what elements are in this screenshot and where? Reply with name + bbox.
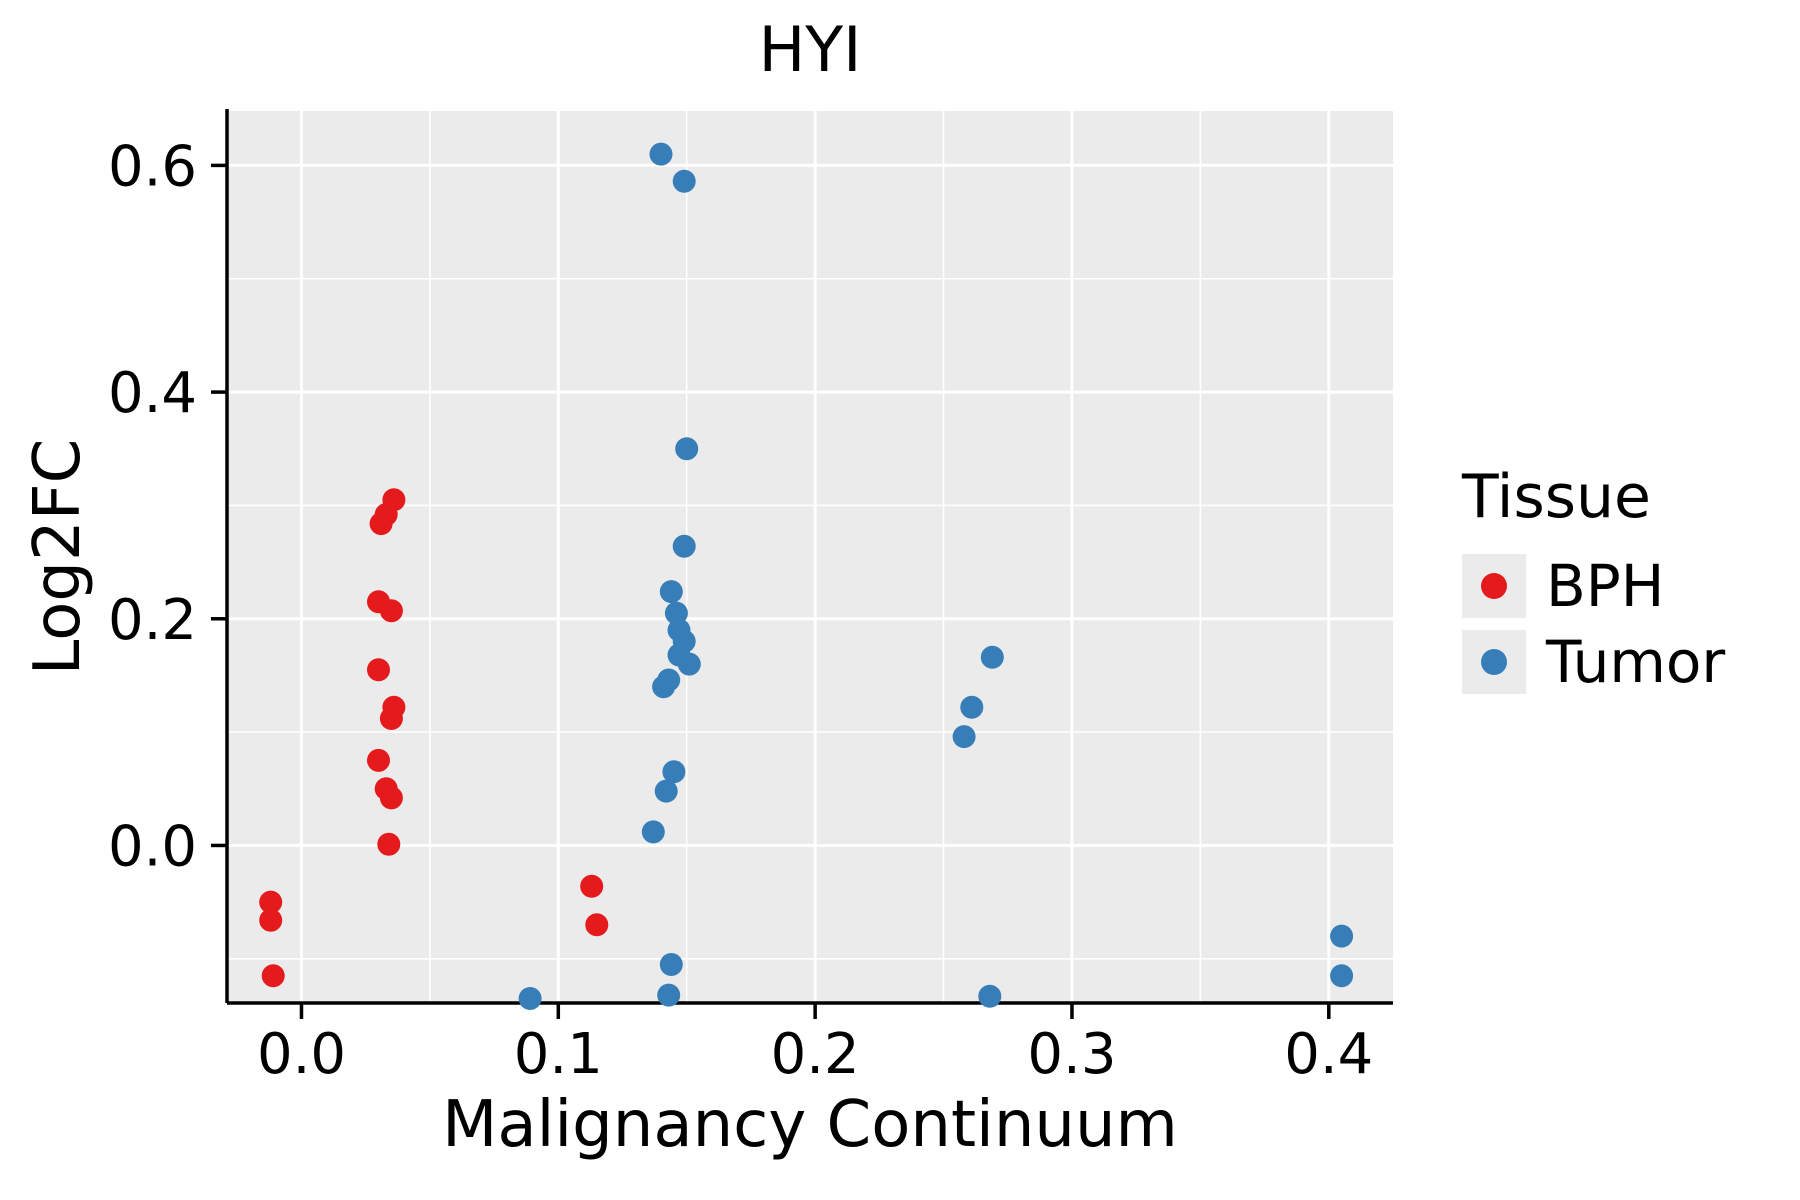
data-point-tumor (1330, 964, 1354, 988)
x-tick-label: 0.3 (1027, 1022, 1116, 1087)
data-point-bph (580, 874, 604, 898)
legend: Tissue BPH Tumor (1462, 462, 1725, 702)
data-point-tumor (952, 725, 976, 749)
legend-item-bph: BPH (1462, 550, 1725, 622)
y-tick-label: 0.2 (108, 588, 197, 653)
data-point-tumor (654, 779, 678, 803)
data-point-tumor (641, 820, 665, 844)
data-point-bph (585, 913, 609, 937)
data-point-bph (367, 658, 390, 682)
x-tick-label: 0.4 (1284, 1022, 1373, 1087)
data-point-tumor (1330, 924, 1354, 948)
data-point-tumor (659, 953, 683, 976)
data-point-tumor (659, 580, 683, 604)
legend-label-bph: BPH (1546, 552, 1665, 620)
legend-items: BPH Tumor (1462, 550, 1725, 702)
data-point-tumor (960, 695, 984, 719)
data-point-tumor (677, 652, 701, 676)
legend-title: Tissue (1462, 462, 1651, 532)
chart-title: HYI (758, 13, 862, 86)
data-point-tumor (672, 169, 696, 193)
legend-dot-tumor-icon (1481, 649, 1507, 675)
data-point-tumor (980, 645, 1004, 669)
x-tick-label: 0.0 (257, 1022, 346, 1087)
data-point-tumor (664, 601, 688, 625)
data-point-bph (367, 748, 390, 772)
data-point-tumor (978, 984, 1002, 1008)
legend-label-tumor: Tumor (1546, 628, 1726, 696)
data-point-bph (259, 890, 283, 914)
data-point-tumor (649, 142, 673, 166)
data-point-bph (382, 488, 406, 512)
data-point-bph (377, 832, 401, 856)
x-tick-label: 0.2 (771, 1022, 860, 1087)
data-point-tumor (518, 987, 542, 1010)
data-point-bph (261, 964, 285, 988)
data-point-bph (379, 707, 403, 730)
y-axis-label: Log2FC (21, 438, 95, 676)
data-point-bph (379, 786, 403, 810)
y-tick-label: 0.0 (108, 814, 197, 879)
legend-key-swatch (1462, 554, 1526, 618)
data-point-bph (259, 908, 283, 932)
data-point-tumor (675, 437, 699, 461)
data-point-tumor (672, 534, 696, 558)
legend-item-tumor: Tumor (1462, 626, 1725, 698)
data-point-tumor (657, 983, 681, 1007)
plot-panel (227, 111, 1393, 1003)
data-point-tumor (662, 760, 686, 784)
y-tick-label: 0.4 (108, 361, 197, 426)
data-point-tumor (652, 675, 676, 699)
x-axis-label: Malignancy Continuum (442, 1088, 1178, 1162)
legend-key-swatch (1462, 630, 1526, 694)
data-point-bph (379, 599, 403, 623)
x-tick-label: 0.1 (514, 1022, 603, 1087)
y-tick-label: 0.6 (108, 134, 197, 199)
legend-dot-bph-icon (1481, 573, 1507, 599)
